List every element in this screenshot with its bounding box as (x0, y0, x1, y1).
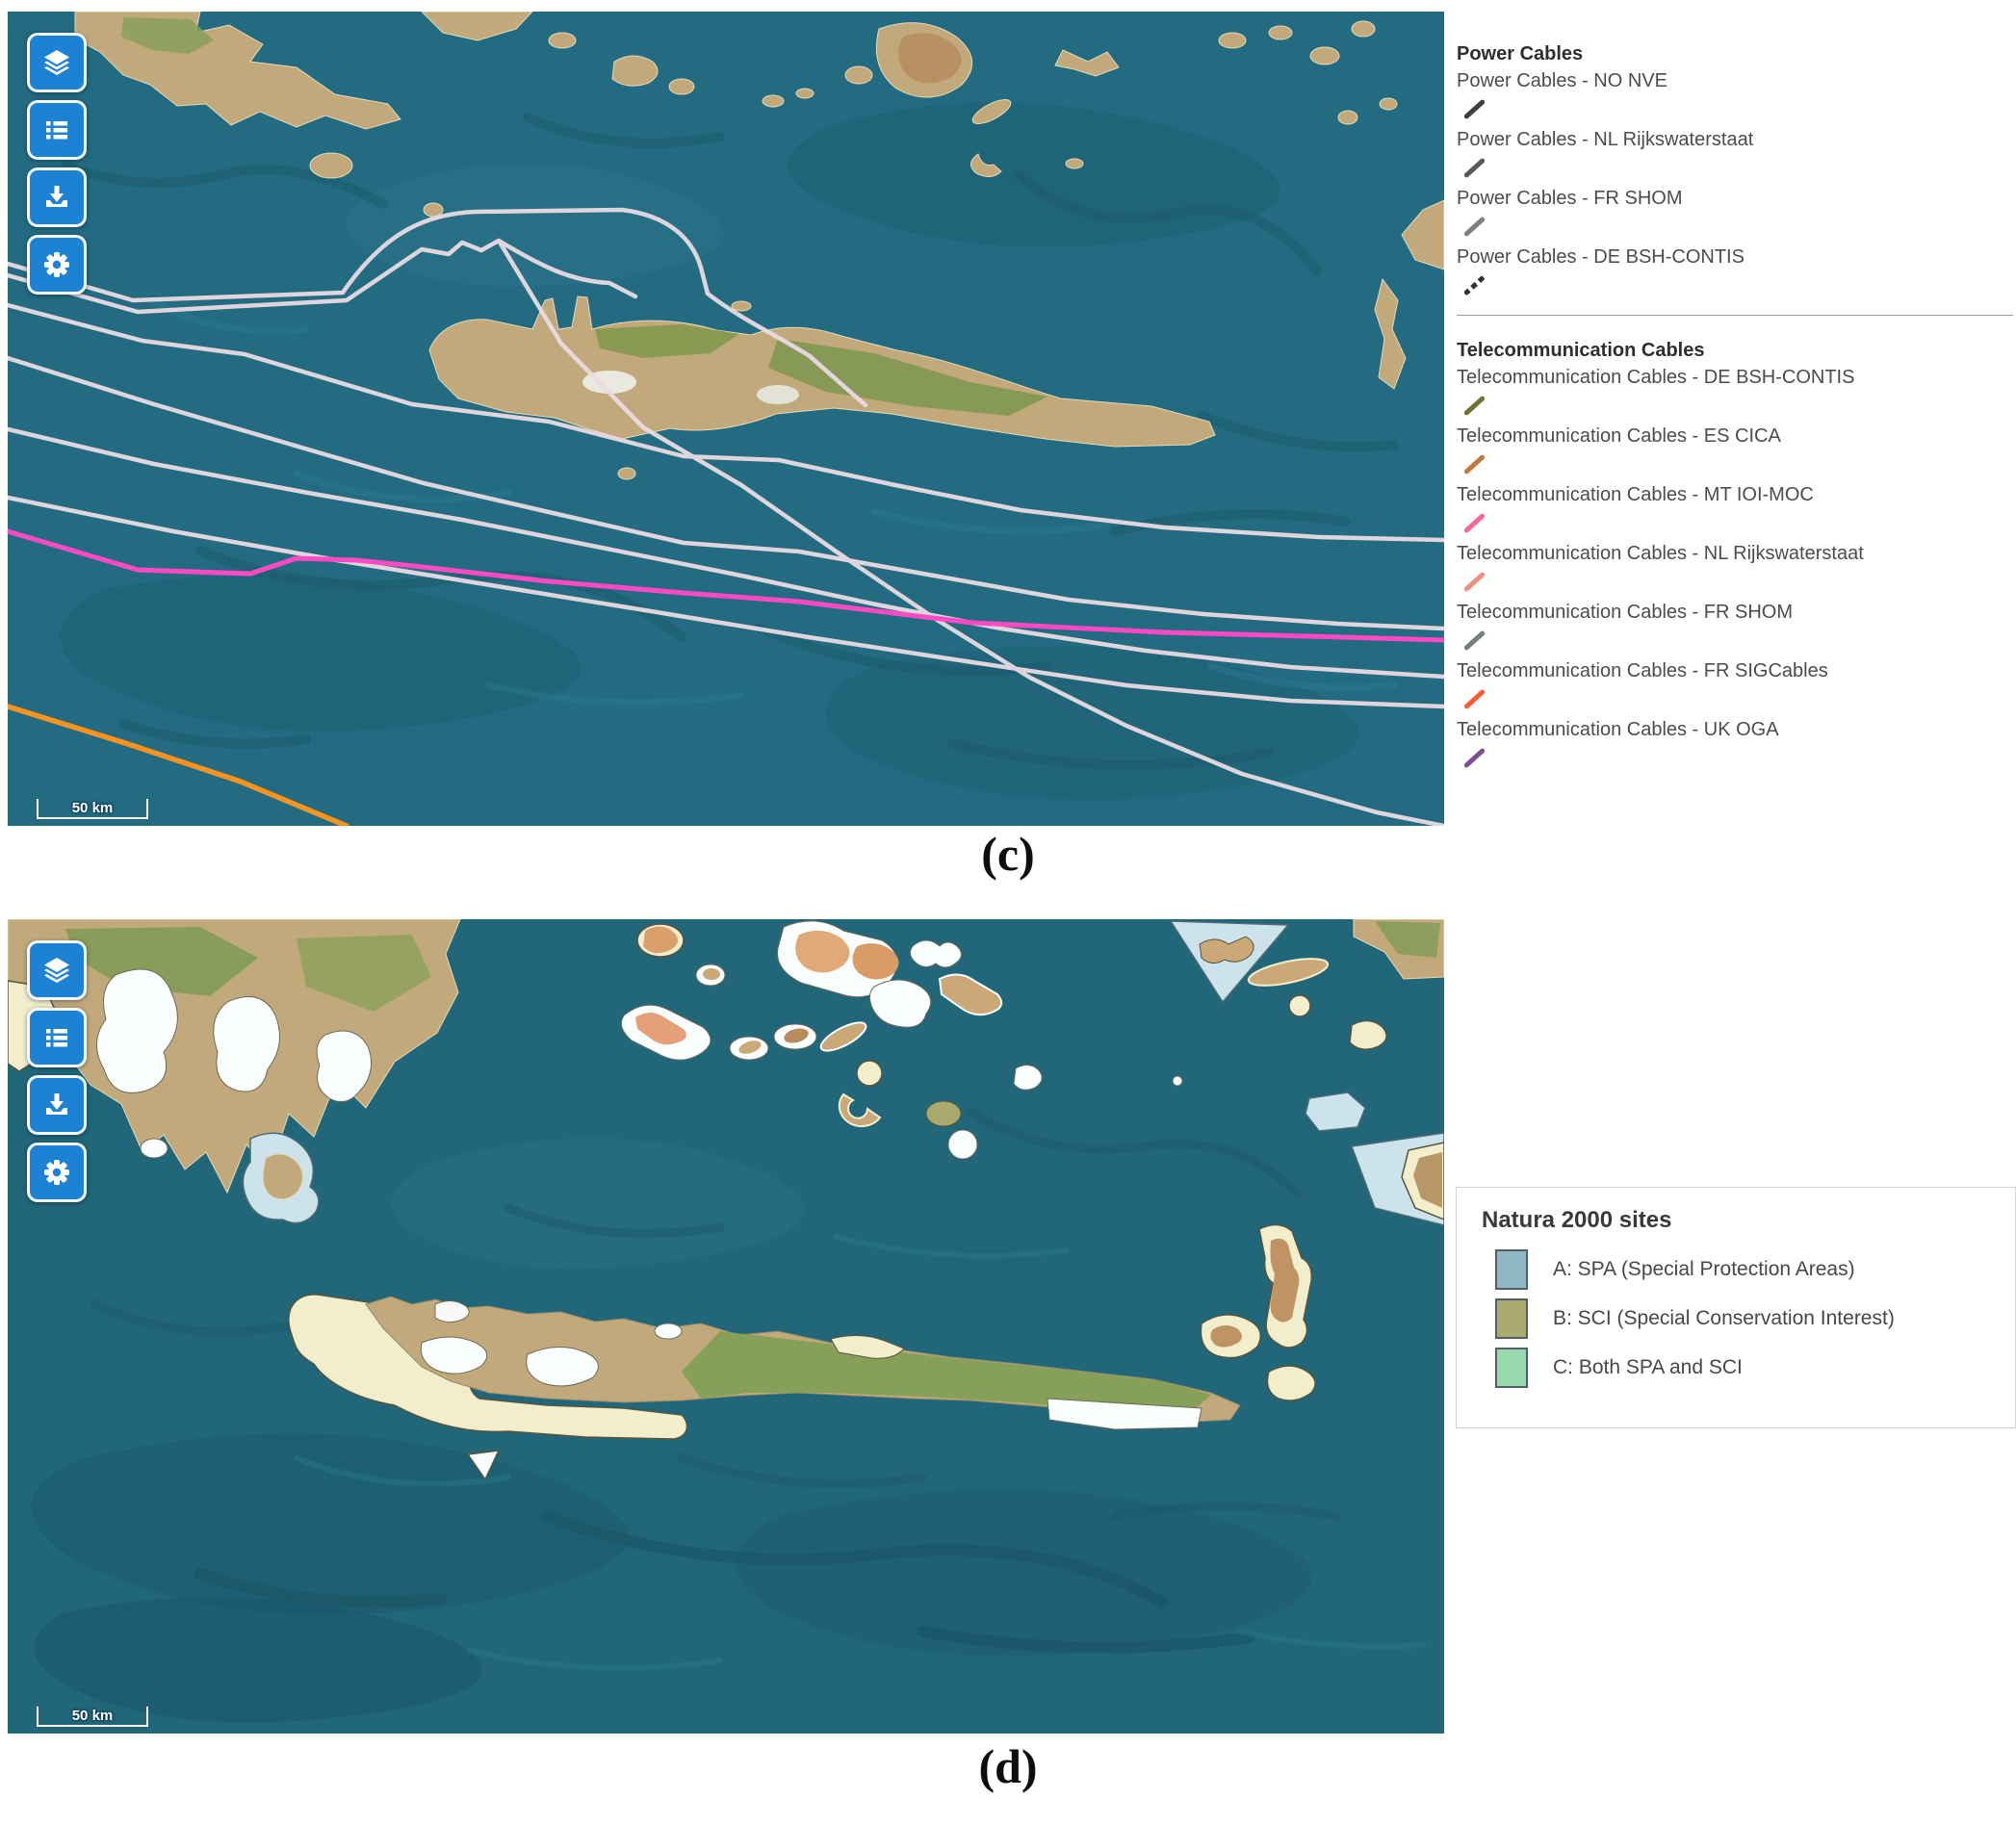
scale-bar: 50 km (37, 799, 148, 819)
settings-button[interactable] (27, 235, 87, 295)
orange-cable (8, 704, 349, 826)
layers-icon (41, 955, 72, 986)
map-panel-d: 50 km (8, 919, 1444, 1734)
legend-item: Telecommunication Cables - FR SIGCables (1457, 659, 2013, 713)
download-icon (41, 182, 72, 213)
legend-item-label: A: SPA (Special Protection Areas) (1553, 1258, 1855, 1280)
legend-list-button[interactable] (27, 100, 87, 160)
legend-item: Power Cables - DE BSH-CONTIS (1457, 245, 2013, 299)
map-canvas-cables[interactable] (8, 12, 1444, 826)
legend-item: Telecommunication Cables - DE BSH-CONTIS (1457, 366, 2013, 420)
map-canvas-natura[interactable] (8, 919, 1444, 1734)
legend-line-swatch (1459, 450, 1493, 478)
legend-line-swatch (1459, 743, 1493, 772)
magenta-cable (8, 528, 1444, 643)
legend-item: Telecommunication Cables - NL Rijkswater… (1457, 542, 2013, 596)
cable-lines (8, 207, 1444, 826)
scale-bar-label: 50 km (71, 1708, 114, 1724)
natura-legend: Natura 2000 sites A: SPA (Special Protec… (1456, 1187, 2016, 1428)
legend-color-swatch (1495, 1298, 1528, 1339)
legend-line-swatch (1459, 626, 1493, 655)
landmasses (8, 919, 1444, 1481)
land-vegetation (121, 17, 1047, 416)
download-button[interactable] (27, 167, 87, 227)
legend-item: C: Both SPA and SCI (1495, 1348, 2015, 1388)
legend-item: Power Cables - FR SHOM (1457, 187, 2013, 241)
legend-color-swatch (1495, 1348, 1528, 1388)
legend-section-title: Power Cables (1457, 43, 1584, 64)
legend-list-button[interactable] (27, 1008, 87, 1067)
legend-section-title: Telecommunication Cables (1457, 340, 1705, 361)
legend-line-swatch (1459, 212, 1493, 241)
legend-item-label: Power Cables - NO NVE (1457, 70, 1667, 91)
legend-line-swatch (1459, 270, 1493, 299)
settings-gear-icon (41, 249, 72, 280)
legend-line-swatch (1459, 94, 1493, 123)
settings-gear-icon (41, 1157, 72, 1188)
legend-item-label: Power Cables - NL Rijkswaterstaat (1457, 129, 1754, 150)
scale-bar-label: 50 km (71, 800, 114, 816)
legend-item-label: Telecommunication Cables - ES CICA (1457, 425, 1781, 447)
figure-caption-d: (d) (978, 1739, 1038, 1793)
legend-item-label: Power Cables - DE BSH-CONTIS (1457, 246, 1745, 268)
legend-item: Telecommunication Cables - FR SHOM (1457, 601, 2013, 655)
legend-item-label: C: Both SPA and SCI (1553, 1356, 1743, 1378)
legend-line-swatch (1459, 153, 1493, 182)
legend-divider (1457, 315, 2013, 316)
legend-title: Natura 2000 sites (1482, 1207, 1672, 1233)
download-button[interactable] (27, 1075, 87, 1135)
legend-item: Telecommunication Cables - ES CICA (1457, 424, 2013, 478)
map-toolbar (27, 940, 87, 1202)
legend-item: Telecommunication Cables - MT IOI-MOC (1457, 483, 2013, 537)
legend-item-label: Telecommunication Cables - UK OGA (1457, 719, 1779, 740)
settings-button[interactable] (27, 1143, 87, 1202)
legend-item-label: Telecommunication Cables - FR SIGCables (1457, 660, 1828, 681)
legend-item: Telecommunication Cables - UK OGA (1457, 718, 2013, 772)
layers-icon (41, 47, 72, 78)
legend-item: A: SPA (Special Protection Areas) (1495, 1249, 2015, 1290)
map-toolbar (27, 33, 87, 295)
legend-list-icon (41, 115, 72, 145)
figure-caption-c: (c) (981, 827, 1035, 881)
download-icon (41, 1090, 72, 1120)
cables-legend: Power Cables Power Cables - NO NVE Power… (1457, 42, 2013, 777)
legend-item-label: Telecommunication Cables - NL Rijkswater… (1457, 543, 1864, 564)
legend-item-label: Telecommunication Cables - MT IOI-MOC (1457, 484, 1814, 505)
map-panel-c: 50 km (8, 12, 1444, 826)
legend-item: B: SCI (Special Conservation Interest) (1495, 1298, 2015, 1339)
legend-item: Power Cables - NL Rijkswaterstaat (1457, 128, 2013, 182)
legend-item-label: Telecommunication Cables - FR SHOM (1457, 602, 1793, 623)
layers-button[interactable] (27, 33, 87, 92)
legend-line-swatch (1459, 567, 1493, 596)
legend-item-label: B: SCI (Special Conservation Interest) (1553, 1307, 1895, 1329)
legend-color-swatch (1495, 1249, 1528, 1290)
scale-bar: 50 km (37, 1707, 148, 1727)
legend-line-swatch (1459, 684, 1493, 713)
layers-button[interactable] (27, 940, 87, 1000)
legend-item-label: Power Cables - FR SHOM (1457, 188, 1683, 209)
legend-line-swatch (1459, 391, 1493, 420)
legend-item-label: Telecommunication Cables - DE BSH-CONTIS (1457, 367, 1855, 388)
legend-list-icon (41, 1022, 72, 1053)
legend-line-swatch (1459, 508, 1493, 537)
legend-item: Power Cables - NO NVE (1457, 69, 2013, 123)
